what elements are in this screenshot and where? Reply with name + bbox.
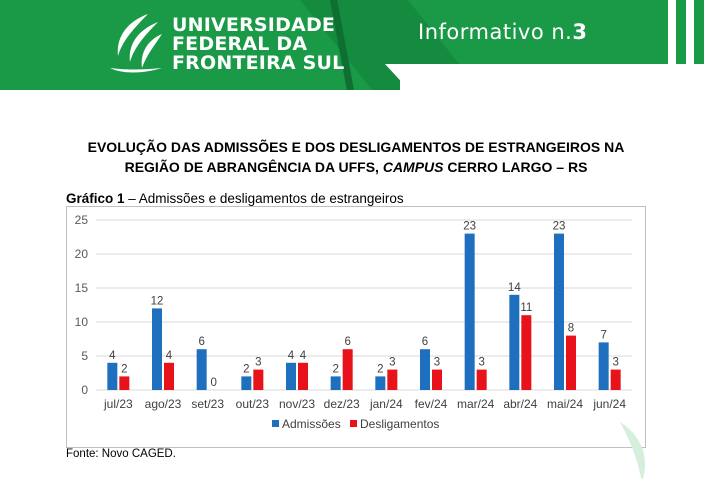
data-label: 3 [434,357,440,369]
data-label: 23 [553,221,566,233]
bar-admissoes [509,294,520,390]
legend-label: Desligamentos [360,417,439,431]
x-tick-label: ago/23 [145,397,182,411]
data-label: 8 [568,323,574,335]
bar-admissoes [196,349,207,390]
title-line-2-end: CERRO LARGO – RS [443,159,588,175]
informativo-label: Informativo n. [418,20,573,44]
chart-caption: Gráfico 1 – Admissões e desligamentos de… [66,191,404,206]
data-label: 7 [600,329,606,341]
x-tick-label: jul/23 [103,397,133,411]
header-bar [668,0,676,64]
data-label: 0 [210,377,216,389]
informativo-number: 3 [572,20,588,44]
x-tick-label: fev/24 [415,397,448,411]
data-label: 4 [109,350,116,362]
header-white-band [400,64,712,90]
bar-desligamentos [164,362,174,390]
x-tick-label: mai/24 [547,397,583,411]
data-label: 3 [255,357,261,369]
x-tick-label: mar/24 [457,397,495,411]
uffs-leaf-logo-icon [110,14,162,73]
y-tick-label: 0 [81,383,88,397]
data-label: 3 [389,357,395,369]
title-line-2-text: REGIÃO DE ABRANGÊNCIA DA UFFS, [124,159,383,175]
data-label: 3 [478,357,484,369]
x-tick-label: set/23 [191,397,224,411]
title-line-1: EVOLUÇÃO DAS ADMISSÕES E DOS DESLIGAMENT… [87,139,625,155]
bar-admissoes [330,376,341,390]
bar-desligamentos [566,335,576,390]
x-tick-label: jun/24 [592,397,626,411]
page-title: EVOLUÇÃO DAS ADMISSÕES E DOS DESLIGAMENT… [60,137,652,177]
legend-label: Admissões [282,417,341,431]
x-tick-label: dez/23 [324,397,360,411]
header-bar [704,0,712,64]
caption-label: Gráfico 1 [66,191,125,206]
data-label: 4 [166,350,173,362]
data-label: 6 [344,336,350,348]
bar-desligamentos [298,362,308,390]
header-decorative-bars [658,0,712,64]
data-label: 2 [332,363,338,375]
bar-admissoes [554,233,564,390]
x-tick-label: out/23 [236,397,270,411]
informativo-title: Informativo n.3 [418,20,587,44]
title-line-2: REGIÃO DE ABRANGÊNCIA DA UFFS, CAMPUS CE… [60,157,652,177]
y-tick-label: 20 [75,247,89,261]
legend-swatch [350,420,357,427]
data-label: 6 [198,336,204,348]
data-label: 12 [151,295,164,307]
bar-desligamentos [610,369,621,390]
bar-admissoes [598,342,609,390]
header-banner: UNIVERSIDADE FEDERAL DA FRONTEIRA SUL In… [0,0,712,90]
bar-admissoes [152,308,162,390]
y-tick-label: 15 [75,281,89,295]
legend-swatch [272,420,279,427]
bar-admissoes [464,233,475,390]
chart-source: Fonte: Novo CAGED. [66,448,176,460]
data-label: 3 [612,357,618,369]
bar-desligamentos [432,369,442,390]
data-label: 6 [422,336,428,348]
x-tick-label: nov/23 [279,397,315,411]
bar-admissoes [375,376,386,390]
bar-desligamentos [476,369,487,390]
bar-admissoes [420,349,430,390]
bar-admissoes [286,362,296,390]
university-line-2: FEDERAL DA [172,33,308,55]
bar-desligamentos [253,369,264,390]
data-label: 4 [288,350,295,362]
data-label: 2 [243,363,249,375]
bar-desligamentos [387,369,398,390]
header-bar [686,0,694,64]
bar-desligamentos [119,376,130,390]
data-label: 14 [508,282,521,294]
x-tick-label: abr/24 [503,397,537,411]
data-label: 2 [121,363,127,375]
data-label: 2 [377,363,383,375]
university-line-3: FRONTEIRA SUL [172,52,345,74]
title-italic: CAMPUS [382,159,444,175]
bar-desligamentos [521,315,532,390]
bar-admissoes [241,376,252,390]
y-tick-label: 5 [81,349,88,363]
bar-chart: 051015202542jul/23124ago/2360set/2323out… [75,213,632,431]
y-tick-label: 25 [75,213,89,227]
x-tick-label: jan/24 [369,397,403,411]
bar-admissoes [107,362,118,390]
y-tick-label: 10 [75,315,89,329]
leaf-watermark-icon [620,422,645,479]
data-label: 11 [520,302,532,314]
university-name: UNIVERSIDADE FEDERAL DA FRONTEIRA SUL [172,16,344,73]
data-label: 23 [463,221,476,233]
bar-desligamentos [342,349,353,390]
chart-frame [66,206,646,448]
data-label: 4 [300,350,307,362]
caption-text: – Admissões e desligamentos de estrangei… [124,191,404,206]
university-line-1: UNIVERSIDADE [172,14,336,36]
